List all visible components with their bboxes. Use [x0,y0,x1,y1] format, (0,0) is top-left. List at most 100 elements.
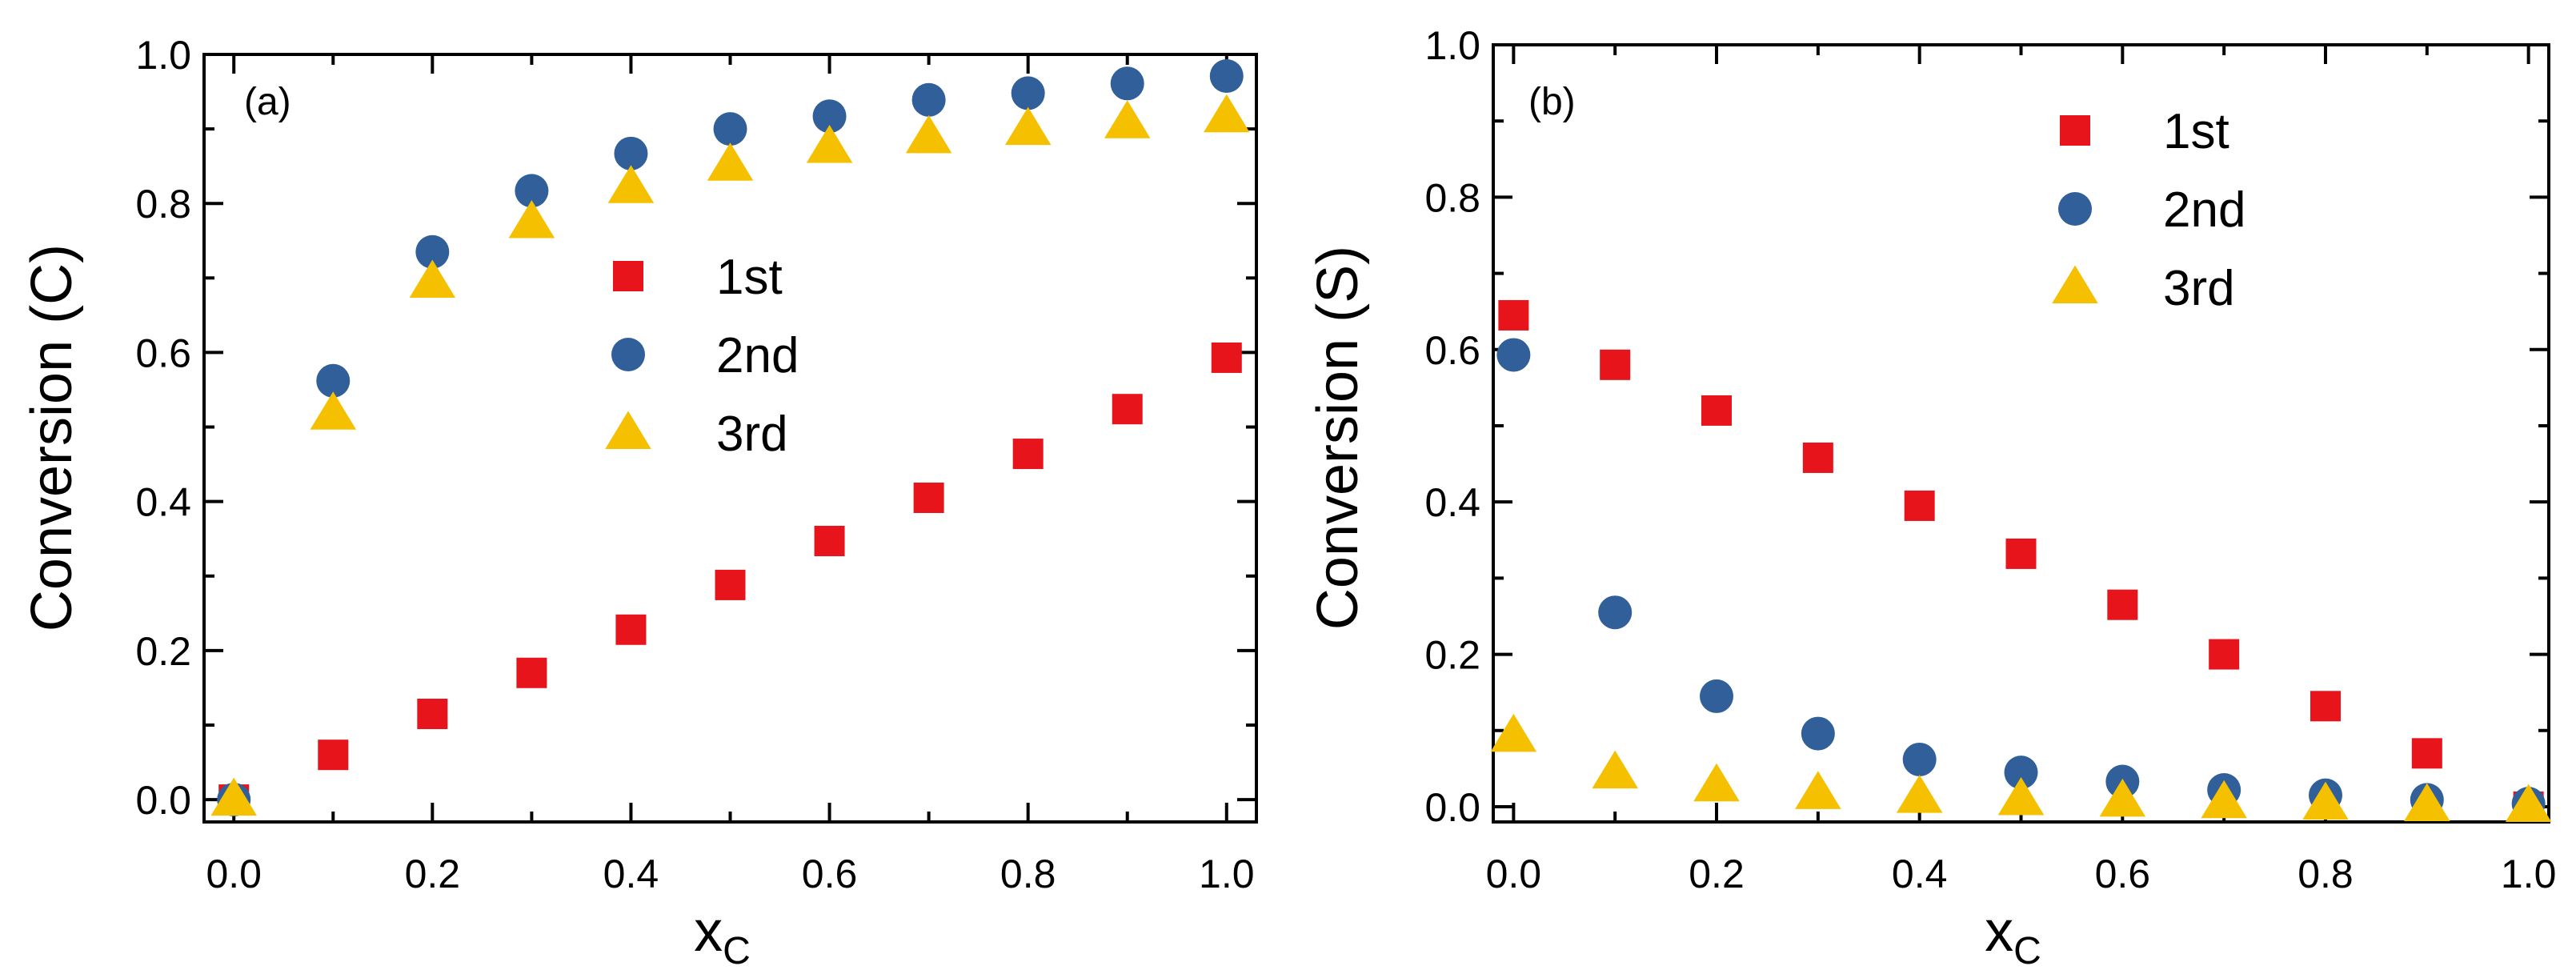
data-point-triangle [905,114,952,154]
data-point-circle [1902,742,1937,776]
data-point-square [2209,639,2240,670]
data-point-square [913,482,944,513]
legend-marker-circle [2058,192,2092,226]
panel-a: 0.0 0.2 0.4 0.6 0.8 1.0 0.0 0.2 0.4 0.6 0.8 1.0 xC Co… [20,33,1258,972]
data-point-square [1802,442,1833,473]
legend-label: 3rd [2163,261,2235,316]
data-point-triangle [2099,778,2146,817]
x-tick-label: 0.8 [1000,852,1056,896]
legend-marker-triangle [2052,265,2098,303]
legend-label: 1st [2163,104,2229,159]
x-axis-title-subscript: C [723,930,751,972]
legend-marker-square [2060,115,2090,146]
data-point-square [1701,395,1733,426]
data-point-triangle [1004,106,1052,146]
data-point-triangle [1896,775,1943,813]
data-point-square [1211,342,1242,373]
y-tick-label: 0.6 [1424,328,1480,373]
data-point-circle [316,363,351,398]
data-point-circle [1801,716,1835,751]
legend: 1st 2nd 3rd [2052,104,2245,316]
data-point-triangle [2201,780,2247,819]
x-tick-label: 0.4 [1892,852,1948,896]
data-point-triangle [707,142,754,181]
legend: 1st 2nd 3rd [605,250,799,462]
data-point-square [814,525,845,556]
legend-label: 1st [716,250,783,305]
data-point-triangle [310,391,357,430]
data-point-triangle [2404,783,2450,822]
data-point-circle [713,112,747,146]
data-point-triangle [409,259,456,298]
data-point-square [1600,349,1631,380]
x-axis-title: xC [1985,900,2041,972]
data-point-square [2310,691,2341,722]
data-point-triangle [1592,750,1638,789]
data-point-square [2005,538,2037,569]
data-point-circle [1209,59,1244,94]
x-tick-label: 0.4 [603,852,659,896]
series-3rd [1490,713,2552,823]
y-tick-label: 1.0 [1424,23,1480,68]
series-2nd [1496,338,2546,821]
y-tick-label: 0.8 [1424,175,1480,220]
data-point-triangle [806,124,853,163]
y-tick-label: 0.2 [1424,633,1480,678]
y-tick-label: 1.0 [135,33,191,78]
data-point-square [715,569,746,600]
x-tick-label: 0.2 [1689,852,1745,896]
legend-marker-square [613,261,643,291]
data-point-circle [515,174,549,208]
data-point-square [1904,490,1935,521]
plot-frame [1492,43,2550,824]
data-point-square [1112,394,1143,425]
data-point-square [1012,439,1044,470]
data-point-triangle [1204,94,1250,133]
y-tick-label: 0.2 [135,629,191,674]
series-2nd [217,59,1244,817]
panel-label: (b) [1528,81,1576,123]
x-axis-title-subscript: C [2013,930,2041,972]
y-tick-label: 0.8 [135,182,191,226]
panel-label: (a) [244,81,291,123]
series-1st [1498,299,2544,822]
data-point-square [615,614,647,645]
y-axis-title: Conversion (S) [1306,246,1370,630]
data-point-circle [1110,66,1144,101]
legend-label: 2nd [2163,182,2245,238]
x-tick-label: 0.6 [802,852,858,896]
y-tick-label: 0.4 [1424,480,1480,525]
x-tick-label: 0.6 [2095,852,2151,896]
x-tick-label: 0.0 [1486,852,1542,896]
data-point-circle [1598,595,1633,630]
legend-marker-triangle [605,411,651,449]
data-point-circle [614,136,648,170]
data-point-triangle [210,777,257,816]
y-tick-label: 0.0 [1424,785,1480,830]
data-point-circle [2004,756,2038,790]
data-point-triangle [508,199,555,238]
data-point-triangle [1693,763,1740,802]
data-point-triangle [2505,784,2552,823]
legend-label: 3rd [716,407,788,462]
data-point-square [318,740,349,771]
data-point-circle [415,234,450,269]
data-point-square [2107,589,2138,620]
x-tick-label: 1.0 [2501,852,2557,896]
data-point-triangle [1490,713,1537,752]
data-point-triangle [1795,771,1841,809]
x-axis-title: xC [694,900,751,972]
data-point-square [2411,738,2442,769]
data-point-circle [1700,679,1734,713]
legend-label: 2nd [716,328,799,383]
x-axis-title-main: x [694,900,723,964]
legend-marker-circle [611,338,645,371]
data-point-circle [911,82,946,117]
data-point-triangle [2302,781,2349,820]
y-tick-label: 0.4 [135,480,191,525]
x-tick-label: 0.0 [206,852,262,896]
y-tick-label: 0.6 [135,331,191,375]
x-tick-label: 1.0 [1199,852,1255,896]
data-point-circle [1496,338,1531,372]
y-tick-label: 0.0 [135,778,191,823]
